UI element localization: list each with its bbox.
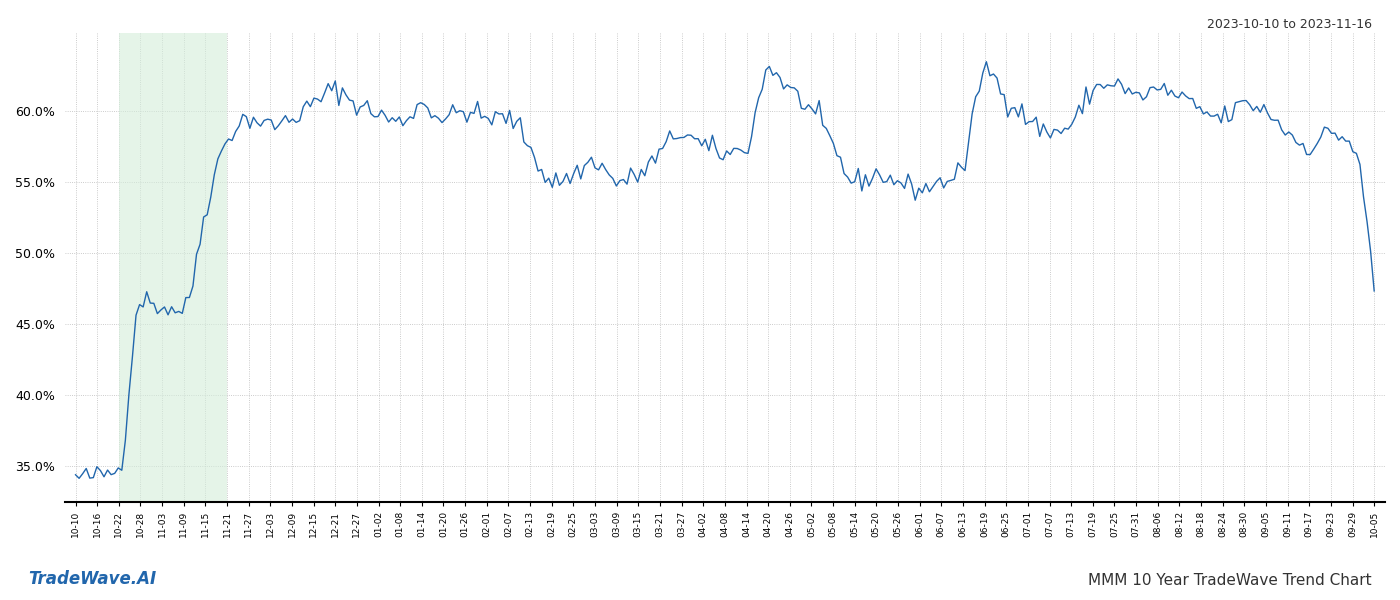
Text: TradeWave.AI: TradeWave.AI xyxy=(28,570,157,588)
Text: 2023-10-10 to 2023-11-16: 2023-10-10 to 2023-11-16 xyxy=(1207,18,1372,31)
Bar xyxy=(119,33,227,502)
Text: MMM 10 Year TradeWave Trend Chart: MMM 10 Year TradeWave Trend Chart xyxy=(1088,573,1372,588)
